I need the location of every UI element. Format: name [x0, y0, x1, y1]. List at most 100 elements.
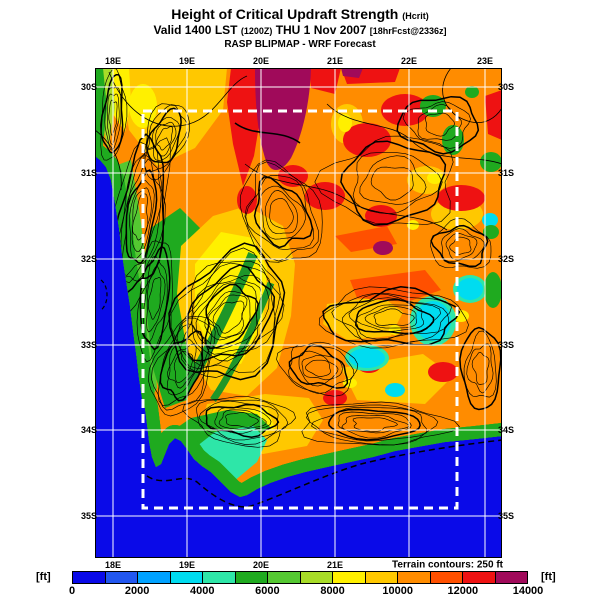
- contour-line: [208, 295, 247, 338]
- contour-line: [246, 162, 319, 261]
- valid-zulu: (1200Z): [240, 26, 273, 36]
- contour-line: [319, 287, 468, 348]
- contour-line: [289, 345, 347, 389]
- contour-line: [206, 405, 278, 438]
- lon-label-top: 21E: [326, 56, 344, 66]
- colorbar-segment: [462, 572, 495, 583]
- contour-line: [270, 198, 294, 229]
- contour-line: [151, 318, 212, 410]
- contour-line: [245, 175, 314, 249]
- contour-line: [101, 68, 127, 160]
- latlon-grid: [95, 68, 502, 558]
- contour-line: [302, 355, 338, 380]
- contour-line: [115, 146, 165, 281]
- contour-line: [431, 226, 488, 267]
- contour-line: [240, 160, 322, 262]
- map-border: [96, 69, 502, 558]
- lon-label-top: 20E: [252, 56, 270, 66]
- contour-line: [349, 298, 441, 339]
- contour-line: [213, 301, 244, 333]
- contour-line: [132, 188, 151, 252]
- model-domain-box: [143, 111, 457, 508]
- contour-line: [460, 328, 501, 410]
- forecast-map: [95, 68, 502, 558]
- lon-label-top: 22E: [400, 56, 418, 66]
- colorbar-tick-label: 14000: [512, 585, 544, 597]
- contour-line: [418, 104, 462, 140]
- contour-line: [467, 344, 493, 393]
- colorbar-segment: [364, 572, 397, 583]
- contour-line: [365, 307, 417, 329]
- lon-label-bottom: 18E: [104, 560, 122, 570]
- contour-line: [329, 410, 420, 440]
- contour-line: [371, 167, 413, 200]
- colorbar-tick-label: 12000: [447, 585, 479, 597]
- contour-line: [187, 265, 274, 361]
- contour-line: [338, 412, 411, 438]
- contour-line: [105, 87, 121, 150]
- contour-line: [260, 186, 305, 239]
- colorbar-segment: [332, 572, 365, 583]
- lat-label-right: 31S: [498, 168, 515, 178]
- contour-line: [174, 351, 193, 383]
- contour-line: [425, 113, 454, 136]
- contour-line: [114, 134, 163, 292]
- contour-line: [177, 263, 275, 367]
- colorbar-segment: [234, 572, 267, 583]
- contour-line: [107, 94, 119, 145]
- colorbar-segment: [267, 572, 300, 583]
- colorbar-segment: [104, 572, 137, 583]
- contour-line: [332, 293, 452, 346]
- colorbar-segment: [202, 572, 235, 583]
- contour-line: [205, 291, 250, 340]
- contour-line: [144, 105, 187, 172]
- contour-line: [147, 108, 181, 162]
- contour-line: [148, 316, 215, 416]
- lon-label-top: 18E: [104, 56, 122, 66]
- lat-label-left: 34S: [80, 425, 97, 435]
- colorbar-unit-left: [ft]: [36, 571, 51, 583]
- valid-time-line: Valid 1400 LST (1200Z) THU 1 Nov 2007 [1…: [0, 23, 600, 37]
- contour-line: [464, 331, 496, 397]
- colorbar-segment: [169, 572, 202, 583]
- contour-line: [148, 277, 161, 319]
- contour-line: [183, 397, 296, 448]
- contour-line: [197, 400, 288, 445]
- contour-line: [147, 266, 166, 332]
- contour-line: [450, 237, 471, 254]
- contour-line: [158, 324, 209, 406]
- model-line: RASP BLIPMAP - WRF Forecast: [224, 39, 376, 50]
- lat-label-left: 31S: [80, 168, 97, 178]
- colorbar-tick-label: 4000: [190, 585, 215, 597]
- contour-line: [192, 275, 269, 361]
- contour-line: [167, 339, 202, 395]
- lat-label-right: 32S: [498, 254, 515, 264]
- colorbar-segment: [397, 572, 430, 583]
- colorbar-segment: [299, 572, 332, 583]
- contour-line: [353, 418, 397, 432]
- valid-date: THU 1 Nov 2007: [275, 23, 367, 37]
- lat-label-right: 34S: [498, 425, 515, 435]
- valid-prefix: Valid 1400 LST: [153, 23, 238, 37]
- colorbar-tick-label: 6000: [255, 585, 280, 597]
- colorbar-segment: [73, 572, 105, 583]
- contour-line: [312, 407, 427, 441]
- title-parameter-code: (Hcrit): [402, 11, 429, 21]
- contour-line: [353, 152, 442, 213]
- page-title: Height of Critical Updraft Strength (Hcr…: [0, 6, 600, 22]
- contour-line: [305, 360, 330, 376]
- colorbar-segment: [494, 572, 527, 583]
- lat-label-right: 35S: [498, 511, 515, 521]
- contour-line: [168, 344, 197, 389]
- contour-line: [219, 410, 266, 430]
- colorbar-tick-label: 10000: [382, 585, 413, 597]
- contour-line: [255, 177, 313, 248]
- colorbar-unit-right: [ft]: [541, 571, 556, 583]
- contour-line: [341, 141, 446, 225]
- title-text: Height of Critical Updraft Strength: [171, 6, 399, 22]
- contour-line: [144, 256, 168, 342]
- lat-label-right: 33S: [498, 340, 515, 350]
- offshore-dashed-contours: [101, 280, 502, 507]
- lon-label-bottom: 19E: [178, 560, 196, 570]
- contour-line: [157, 127, 173, 151]
